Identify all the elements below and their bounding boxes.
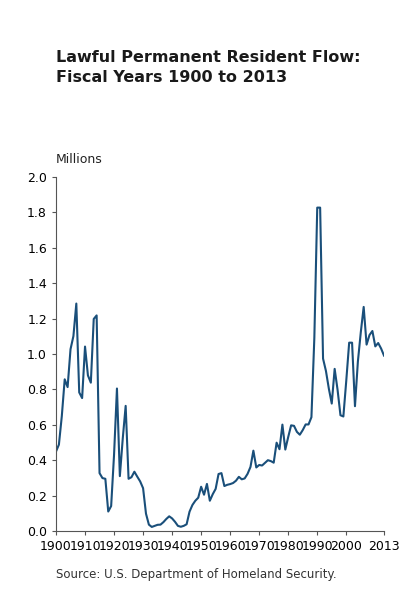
Text: Lawful Permanent Resident Flow:
Fiscal Years 1900 to 2013: Lawful Permanent Resident Flow: Fiscal Y… [56,50,360,85]
Text: Millions: Millions [56,153,103,166]
Text: Source: U.S. Department of Homeland Security.: Source: U.S. Department of Homeland Secu… [56,568,337,581]
